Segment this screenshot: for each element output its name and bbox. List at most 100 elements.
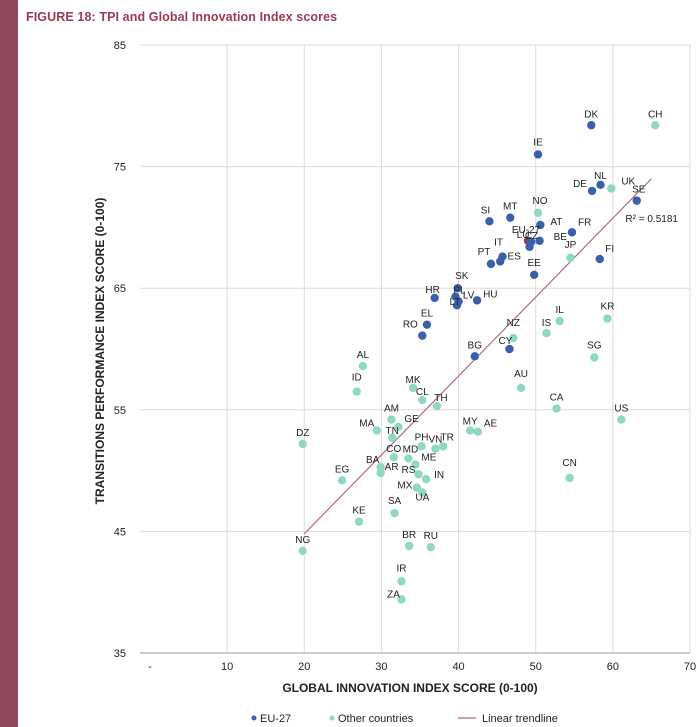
point-el xyxy=(422,320,432,329)
point-se xyxy=(632,196,641,205)
point-label-it: IT xyxy=(494,238,503,249)
point-nz xyxy=(509,333,518,343)
point-id xyxy=(352,387,361,396)
y-tick-label: 45 xyxy=(114,526,126,538)
point-ng xyxy=(298,546,307,556)
point-label-il: IL xyxy=(555,305,564,316)
point-hu xyxy=(472,296,482,305)
point-ma xyxy=(372,426,381,435)
point-label-se: SE xyxy=(632,185,646,196)
point-ee xyxy=(529,270,539,280)
point-eg xyxy=(337,476,347,485)
x-tick-label: - xyxy=(148,661,152,673)
point-ua xyxy=(418,488,427,497)
point-label-sg: SG xyxy=(587,341,602,352)
point-label-tr: TR xyxy=(440,432,453,443)
x-tick-label: 60 xyxy=(607,661,619,673)
point-label-hu: HU xyxy=(483,289,497,300)
point-label-fr: FR xyxy=(578,217,591,228)
point-label-co: CO xyxy=(386,444,401,455)
point-de xyxy=(587,186,597,196)
legend-marker-eu xyxy=(251,715,257,721)
point-vn xyxy=(431,444,440,453)
point-au xyxy=(516,383,526,393)
x-tick-label: 20 xyxy=(298,661,310,673)
point-label-vn: VN xyxy=(428,435,442,446)
point-ar xyxy=(376,468,385,478)
figure-title: FIGURE 18: TPI and Global Innovation Ind… xyxy=(26,10,338,24)
point-th xyxy=(432,401,442,411)
point-cl xyxy=(418,395,427,405)
point-mt xyxy=(506,213,515,222)
point-bg xyxy=(470,352,479,361)
point-at xyxy=(536,220,545,230)
point-pt xyxy=(486,259,496,269)
point-label-th: TH xyxy=(434,393,447,404)
point-jp xyxy=(566,253,575,262)
point-label-mx: MX xyxy=(397,481,412,492)
point-dz xyxy=(298,439,307,449)
point-tn xyxy=(388,433,397,442)
point-label-in: IN xyxy=(434,470,444,481)
point-ba xyxy=(376,462,385,472)
point-label-lt: LT xyxy=(450,297,461,308)
point-label-ir: IR xyxy=(396,563,406,574)
point-uk xyxy=(607,184,616,193)
point-ge xyxy=(394,422,403,432)
point-label-rs: RS xyxy=(402,465,416,476)
point-label-hr: HR xyxy=(425,285,439,296)
legend-label-other: Other countries xyxy=(338,713,414,725)
point-si xyxy=(485,217,494,226)
point-label-eg: EG xyxy=(335,464,350,475)
point-lt xyxy=(452,301,462,310)
x-tick-label: 10 xyxy=(221,661,233,673)
point-label-id: ID xyxy=(352,373,362,384)
point-label-al: AL xyxy=(357,350,370,361)
point-ae xyxy=(473,427,483,436)
point-is xyxy=(542,328,551,338)
point-sg xyxy=(590,353,599,362)
x-tick-label: 40 xyxy=(452,661,464,673)
point-tr xyxy=(438,442,448,451)
point-label-ar: AR xyxy=(385,462,399,473)
point-es xyxy=(496,257,505,266)
point-label-ie: IE xyxy=(533,137,543,148)
point-label-dk: DK xyxy=(584,109,598,120)
y-axis-label: TRANSITIONS PERFORMANCE INDEX SCORE (0-1… xyxy=(93,198,107,505)
y-tick-label: 85 xyxy=(114,40,126,52)
point-label-sk: SK xyxy=(455,271,469,282)
point-in xyxy=(421,474,431,484)
y-tick-label: 75 xyxy=(114,162,126,174)
point-ke xyxy=(354,517,364,526)
point-hr xyxy=(430,293,439,303)
point-label-eu-27: EU-27 xyxy=(512,225,541,236)
point-sa xyxy=(390,508,399,518)
point-fi xyxy=(595,254,604,264)
point-am xyxy=(387,415,396,424)
point-br xyxy=(405,541,414,551)
point-be xyxy=(535,236,544,245)
point-cy xyxy=(505,344,514,354)
point-label-cy: CY xyxy=(499,336,513,347)
x-tick-label: 30 xyxy=(375,661,387,673)
point-my xyxy=(465,426,475,435)
legend-marker-other xyxy=(329,715,335,721)
point-label-es: ES xyxy=(508,251,522,262)
point-me xyxy=(411,460,420,469)
point-label-ph: PH xyxy=(415,432,429,443)
point-label-lu: LU xyxy=(517,230,530,241)
legend: EU-27 Other countries Linear trendline xyxy=(251,713,558,725)
point-label-us: US xyxy=(614,404,628,415)
point-label-ae: AE xyxy=(484,419,498,430)
point-label-uk: UK xyxy=(621,176,635,187)
point-label-my: MY xyxy=(463,416,478,427)
point-label-nz: NZ xyxy=(507,318,520,329)
point-mx xyxy=(412,483,422,492)
point-us xyxy=(617,415,626,424)
point-label-cl: CL xyxy=(416,387,429,398)
point-label-el: EL xyxy=(421,309,434,320)
point-fr xyxy=(567,228,577,237)
point-label-za: ZA xyxy=(387,589,400,600)
point-label-br: BR xyxy=(402,530,416,541)
